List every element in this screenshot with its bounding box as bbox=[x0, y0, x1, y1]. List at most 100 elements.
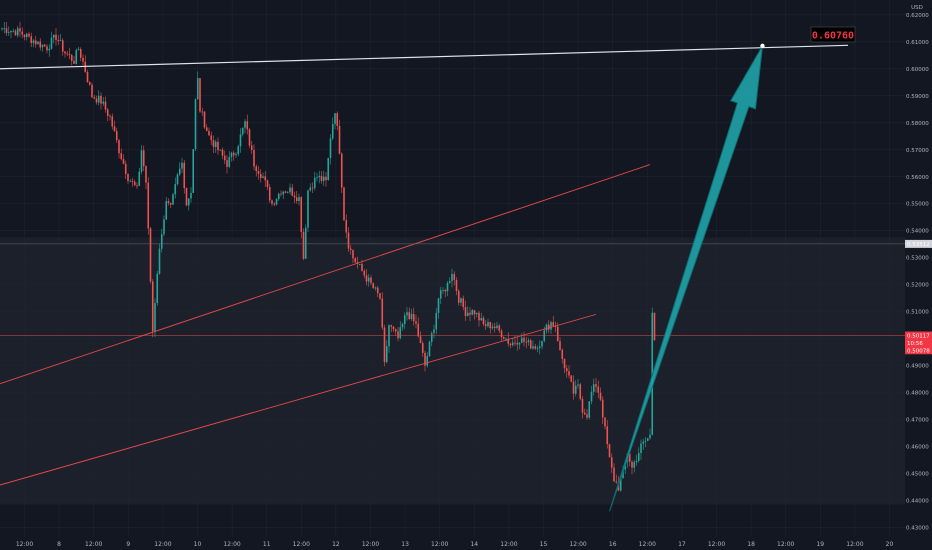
candle-body bbox=[331, 124, 334, 139]
candle-body bbox=[446, 283, 449, 292]
y-tick-label: 0.49000 bbox=[906, 364, 929, 370]
candle-body bbox=[500, 330, 503, 338]
candle-body bbox=[70, 55, 73, 61]
red-channel-upper[interactable] bbox=[0, 164, 651, 385]
candle-body bbox=[273, 203, 276, 205]
candle-body bbox=[493, 326, 496, 328]
x-tick-label: 15 bbox=[540, 541, 548, 548]
candle-body bbox=[336, 113, 339, 126]
candle-body bbox=[165, 201, 168, 220]
y-tick-label: 0.54000 bbox=[906, 229, 929, 235]
candle-body bbox=[642, 441, 645, 444]
candle-body bbox=[3, 28, 6, 30]
candle-body bbox=[131, 180, 134, 182]
candle-body bbox=[403, 315, 406, 324]
candle-body bbox=[295, 197, 298, 202]
candle-body bbox=[210, 135, 213, 141]
y-tick-label: 0.57000 bbox=[906, 148, 929, 154]
candle-body bbox=[385, 346, 388, 363]
candle-body bbox=[302, 231, 305, 259]
candle-body bbox=[421, 343, 424, 353]
candle-body bbox=[12, 30, 15, 32]
candle-body bbox=[307, 190, 309, 228]
candle-body bbox=[505, 338, 507, 340]
candle-body bbox=[253, 150, 255, 167]
candle-body bbox=[473, 310, 476, 315]
gray-zone bbox=[0, 237, 905, 505]
candle-body bbox=[520, 337, 523, 343]
candle-body bbox=[469, 312, 471, 315]
candle-body bbox=[228, 157, 231, 167]
candle-body bbox=[496, 325, 498, 328]
candle-body bbox=[41, 44, 44, 48]
candle-body bbox=[221, 149, 224, 156]
price-callout: 0.60760 bbox=[810, 26, 856, 43]
candle-body bbox=[235, 154, 237, 156]
candle-body bbox=[318, 175, 321, 178]
candle-body bbox=[343, 187, 345, 221]
candle-body bbox=[30, 36, 33, 44]
x-tick-label: 12:00 bbox=[154, 541, 171, 548]
candle-body bbox=[120, 153, 123, 160]
candle-body bbox=[298, 197, 300, 202]
candle-body bbox=[167, 201, 170, 204]
candle-body bbox=[244, 121, 246, 128]
candle-body bbox=[190, 192, 192, 199]
candle-body bbox=[340, 153, 343, 188]
candle-body bbox=[10, 30, 12, 33]
candle-body bbox=[545, 324, 548, 331]
x-tick-label: 12:00 bbox=[500, 541, 517, 548]
candle-body bbox=[428, 341, 431, 357]
x-tick-label: 12:00 bbox=[639, 541, 656, 548]
candle-body bbox=[230, 152, 233, 158]
candle-body bbox=[325, 176, 327, 181]
x-tick-label: 20 bbox=[886, 541, 894, 548]
candle-body bbox=[563, 358, 566, 369]
candle-body bbox=[160, 234, 163, 249]
candle-body bbox=[25, 33, 28, 38]
candle-body bbox=[122, 159, 125, 164]
candle-body bbox=[309, 187, 312, 191]
candle-body bbox=[300, 197, 303, 232]
candle-body bbox=[547, 324, 550, 330]
candle-body bbox=[527, 340, 530, 343]
candle-body bbox=[640, 443, 642, 454]
y-tick-label: 0.47000 bbox=[906, 418, 929, 424]
x-tick-label: 16 bbox=[609, 541, 617, 548]
candle-body bbox=[525, 341, 528, 343]
candle-body bbox=[608, 444, 611, 458]
x-tick-label: 12:00 bbox=[223, 541, 240, 548]
candle-body bbox=[484, 324, 487, 327]
candle-body bbox=[646, 438, 649, 441]
candle-body bbox=[205, 127, 208, 131]
price-tag-label: 0.53512 bbox=[907, 242, 930, 248]
time-axis[interactable]: 12:00 8 12:00 9 12:00 10 12:00 11 12:00 12 12:00 13… bbox=[16, 541, 894, 548]
candle-body bbox=[590, 391, 593, 402]
candle-body bbox=[37, 41, 39, 45]
candle-body bbox=[16, 28, 19, 36]
candle-body bbox=[185, 187, 188, 206]
y-tick-label: 0.56000 bbox=[906, 175, 929, 181]
candle-body bbox=[498, 325, 501, 331]
candle-body bbox=[457, 290, 460, 303]
candle-body bbox=[32, 40, 35, 44]
candle-body bbox=[397, 331, 399, 339]
candle-body bbox=[248, 129, 251, 146]
candle-body bbox=[439, 290, 442, 299]
candle-body bbox=[181, 162, 183, 169]
candle-body bbox=[579, 384, 582, 399]
price-tag bbox=[905, 331, 932, 340]
candle-body bbox=[471, 310, 474, 315]
x-tick-label: 11 bbox=[263, 541, 271, 548]
red-channel-lower[interactable] bbox=[0, 313, 597, 486]
candle-body bbox=[633, 462, 636, 468]
candle-body bbox=[448, 281, 451, 284]
candle-body bbox=[610, 457, 613, 468]
candle-body bbox=[149, 228, 152, 282]
candle-body bbox=[59, 40, 62, 42]
price-tag-label: 0.50117 bbox=[907, 334, 930, 340]
white-trendline[interactable] bbox=[0, 44, 849, 70]
candle-body bbox=[64, 51, 66, 54]
y-tick-label: 0.43000 bbox=[906, 526, 929, 532]
